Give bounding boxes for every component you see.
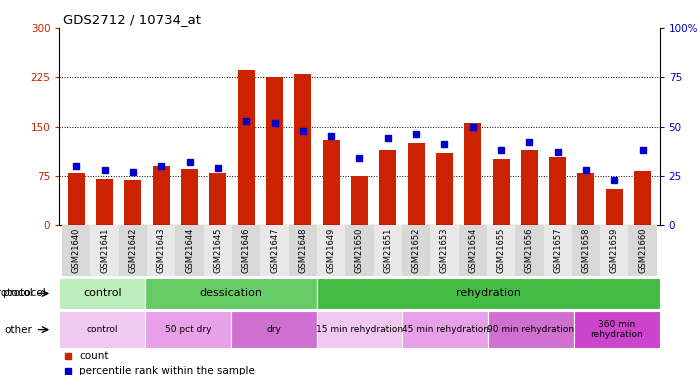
Bar	[289, 225, 317, 276]
Bar	[379, 150, 396, 225]
Text: GSM21651: GSM21651	[383, 228, 392, 273]
Bar	[175, 225, 204, 276]
Bar	[351, 176, 368, 225]
Text: GSM21658: GSM21658	[581, 228, 591, 273]
Bar	[204, 225, 232, 276]
Text: GSM21640: GSM21640	[72, 228, 81, 273]
Text: GSM21652: GSM21652	[412, 228, 421, 273]
Bar	[295, 74, 311, 225]
Text: dessication: dessication	[200, 288, 262, 298]
Bar	[147, 225, 175, 276]
Bar	[96, 179, 113, 225]
Text: GSM21653: GSM21653	[440, 228, 449, 273]
Text: GSM21660: GSM21660	[638, 228, 647, 273]
Bar	[317, 225, 346, 276]
Bar	[322, 140, 340, 225]
Text: GSM21643: GSM21643	[157, 228, 165, 273]
Text: GSM21659: GSM21659	[610, 228, 619, 273]
Bar	[346, 225, 373, 276]
Bar	[430, 225, 459, 276]
Text: GSM21649: GSM21649	[327, 228, 336, 273]
Text: GDS2712 / 10734_at: GDS2712 / 10734_at	[63, 13, 201, 26]
Bar	[628, 225, 657, 276]
Text: protocol: protocol	[3, 288, 46, 298]
Text: GSM21645: GSM21645	[214, 228, 223, 273]
Text: GSM21642: GSM21642	[128, 228, 138, 273]
Text: rehydration: rehydration	[456, 288, 521, 298]
Bar	[68, 172, 85, 225]
Text: GSM21648: GSM21648	[298, 228, 307, 273]
Bar	[544, 225, 572, 276]
Bar	[634, 171, 651, 225]
Text: 50 pct dry: 50 pct dry	[165, 325, 211, 334]
Bar	[572, 225, 600, 276]
Bar	[231, 311, 317, 348]
Bar	[153, 166, 170, 225]
Bar	[124, 180, 142, 225]
Text: GSM21654: GSM21654	[468, 228, 477, 273]
Text: 45 min rehydration: 45 min rehydration	[402, 325, 489, 334]
Bar	[119, 225, 147, 276]
Text: percentile rank within the sample: percentile rank within the sample	[80, 366, 255, 375]
Bar	[459, 225, 487, 276]
Bar	[209, 172, 226, 225]
Text: GSM21657: GSM21657	[554, 228, 562, 273]
Text: 360 min
rehydration: 360 min rehydration	[591, 320, 643, 339]
Bar	[145, 311, 231, 348]
Bar	[317, 278, 660, 309]
Bar	[260, 225, 289, 276]
Bar	[574, 311, 660, 348]
Bar	[606, 189, 623, 225]
Text: GSM21644: GSM21644	[185, 228, 194, 273]
Text: GSM21641: GSM21641	[100, 228, 109, 273]
Bar	[521, 150, 538, 225]
Bar	[487, 225, 515, 276]
Text: count: count	[80, 351, 109, 361]
Bar	[464, 123, 481, 225]
Bar	[266, 77, 283, 225]
Bar	[600, 225, 628, 276]
Bar	[373, 225, 402, 276]
Bar	[232, 225, 260, 276]
Bar	[145, 278, 317, 309]
Text: GSM21646: GSM21646	[242, 228, 251, 273]
Bar	[515, 225, 544, 276]
Bar	[577, 172, 595, 225]
Text: dry: dry	[266, 325, 281, 334]
Text: GSM21655: GSM21655	[496, 228, 505, 273]
Bar	[402, 311, 488, 348]
Text: GSM21656: GSM21656	[525, 228, 534, 273]
Text: 90 min rehydration: 90 min rehydration	[487, 325, 574, 334]
Bar	[408, 143, 424, 225]
Bar	[62, 225, 91, 276]
Bar	[488, 311, 574, 348]
Bar	[181, 169, 198, 225]
Text: other: other	[5, 325, 33, 334]
Bar	[493, 159, 510, 225]
Bar	[317, 311, 402, 348]
Text: control: control	[87, 325, 118, 334]
Text: control: control	[83, 288, 121, 298]
Bar	[59, 278, 145, 309]
Bar	[238, 70, 255, 225]
Text: GSM21650: GSM21650	[355, 228, 364, 273]
Text: protocol: protocol	[0, 288, 33, 298]
Bar	[549, 158, 566, 225]
Bar	[91, 225, 119, 276]
Bar	[436, 153, 453, 225]
Text: GSM21647: GSM21647	[270, 228, 279, 273]
Bar	[59, 311, 145, 348]
Bar	[402, 225, 430, 276]
Text: 15 min rehydration: 15 min rehydration	[316, 325, 403, 334]
